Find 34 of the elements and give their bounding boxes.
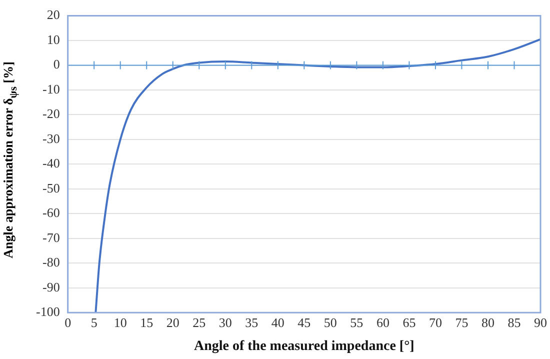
y-tick-label: -50 [42, 180, 60, 196]
y-tick-label: -100 [36, 304, 60, 320]
x-tick-label: 40 [271, 314, 284, 330]
y-tick-label: -90 [42, 279, 60, 294]
x-tick-label: 45 [298, 314, 311, 330]
x-tick-label: 90 [534, 314, 547, 330]
y-tick-label: -40 [42, 156, 60, 171]
x-tick-label: 60 [376, 314, 390, 330]
y-tick-label: -60 [42, 205, 60, 220]
x-tick-label: 85 [508, 314, 521, 330]
x-tick-label: 0 [64, 314, 72, 330]
x-tick-label: 20 [166, 314, 180, 330]
y-tick-label: -70 [42, 230, 60, 245]
x-tick-label: 80 [481, 314, 494, 330]
x-tick-label: 50 [324, 314, 337, 330]
y-tick-label: -20 [42, 106, 60, 122]
y-tick-label: -30 [42, 130, 60, 146]
x-tick-label: 55 [350, 314, 364, 330]
y-tick-label: 10 [46, 32, 60, 47]
y-tick-label: 0 [53, 56, 60, 72]
x-tick-label: 25 [192, 314, 206, 330]
y-tick-label: -10 [42, 81, 60, 96]
x-tick-label: 75 [455, 314, 468, 330]
x-tick-label: 15 [140, 314, 154, 330]
line-series [94, 38, 540, 313]
x-axis-title: Angle of the measured impedance [°] [194, 339, 414, 354]
y-tick-label: 20 [46, 7, 60, 22]
x-tick-label: 30 [218, 314, 232, 330]
y-tick-label: -80 [42, 254, 60, 270]
x-tick-label: 5 [90, 314, 98, 330]
x-tick-label: 70 [428, 314, 442, 330]
x-tick-label: 10 [114, 314, 127, 330]
x-tick-label: 35 [245, 314, 258, 330]
x-tick-label: 65 [402, 314, 416, 330]
